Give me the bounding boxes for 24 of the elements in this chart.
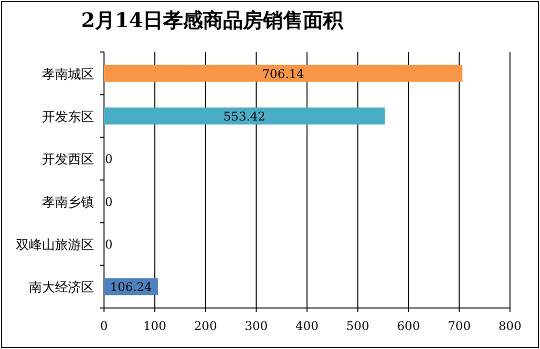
data-label: 706.14 [262, 66, 305, 81]
x-tick-label: 600 [397, 319, 420, 333]
y-tick-label: 南大经济区 [29, 280, 94, 295]
x-tick-label: 700 [448, 319, 471, 333]
x-tick-label: 800 [498, 319, 522, 333]
bar [104, 108, 385, 124]
y-tick-label: 孝南乡镇 [42, 194, 94, 210]
x-tick-label: 0 [100, 319, 108, 333]
data-label: 553.42 [223, 110, 266, 124]
x-tick-label: 500 [346, 319, 370, 333]
data-label: 0 [105, 194, 113, 209]
x-tick-label: 300 [244, 319, 268, 333]
y-tick-label: 开发东区 [42, 109, 94, 124]
x-tick-label: 200 [194, 319, 217, 333]
bar [104, 64, 462, 82]
data-label: 0 [105, 238, 113, 252]
data-label: 0 [105, 152, 113, 166]
data-label: 106.24 [110, 280, 152, 294]
x-tick-label: 100 [143, 319, 166, 333]
y-tick-label: 双峰山旅游区 [16, 237, 94, 252]
y-tick-label: 开发西区 [42, 152, 94, 167]
x-tick-label: 400 [296, 319, 318, 333]
y-tick-label: 孝南城区 [42, 66, 94, 82]
chart-title: 2月14日孝感商品房销售面积 [81, 8, 344, 32]
